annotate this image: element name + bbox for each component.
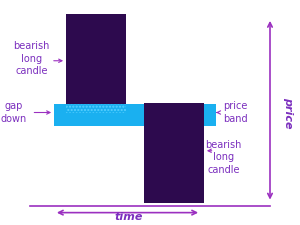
Text: time: time [115,212,143,222]
Text: bearish
 long 
candle: bearish long candle [13,41,50,76]
Text: price: price [283,97,293,128]
Text: bearish
 long 
candle: bearish long candle [205,140,242,175]
Text: gap
down: gap down [0,101,27,124]
Text: price
band: price band [224,101,248,124]
Bar [54,104,216,126]
Bar [66,14,126,112]
Bar [144,104,204,202]
Bar [66,104,126,112]
